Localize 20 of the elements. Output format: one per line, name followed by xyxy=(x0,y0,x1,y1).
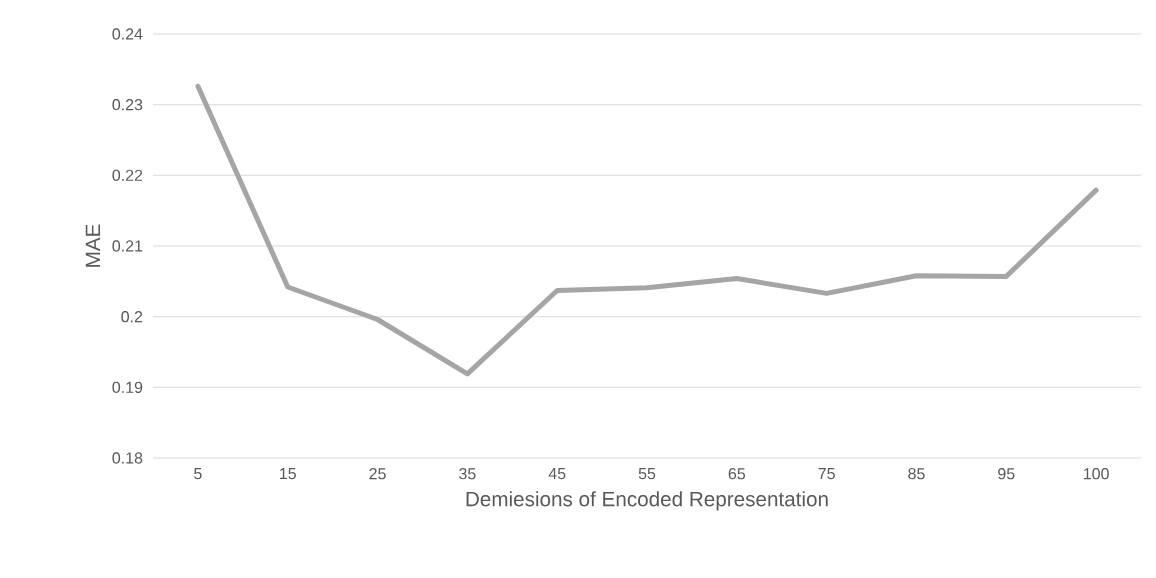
x-tick-label: 65 xyxy=(728,468,746,480)
y-tick-label: 0.24 xyxy=(112,28,143,40)
x-tick-label: 45 xyxy=(548,468,566,480)
x-tick-label: 75 xyxy=(818,468,835,480)
x-tick-label: 55 xyxy=(638,468,656,480)
y-tick-label: 0.19 xyxy=(112,381,143,393)
x-axis-title: Demiesions of Encoded Representation xyxy=(466,491,828,511)
y-axis-title: MAE xyxy=(85,224,100,267)
x-tick-label: 35 xyxy=(459,468,476,480)
y-tick-label: 0.23 xyxy=(112,99,143,111)
x-tick-label: 100 xyxy=(1083,468,1109,480)
x-tick-label: 95 xyxy=(998,468,1015,480)
x-tick-label: 85 xyxy=(908,468,925,480)
y-tick-label: 0.18 xyxy=(112,452,143,464)
x-tick-label: 5 xyxy=(194,468,202,480)
x-tick-label: 25 xyxy=(369,468,386,480)
y-tick-label: 0.21 xyxy=(112,240,143,252)
y-tick-label: 0.22 xyxy=(112,169,143,181)
y-tick-label: 0.2 xyxy=(121,311,143,323)
x-tick-label: 15 xyxy=(280,468,296,480)
